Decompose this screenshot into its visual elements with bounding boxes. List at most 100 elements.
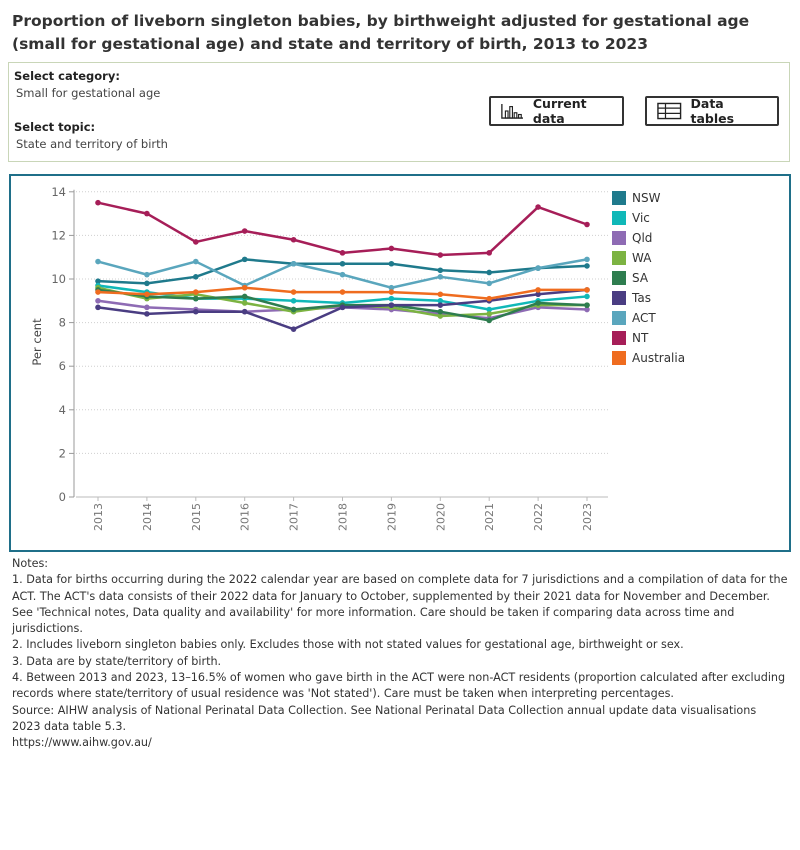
- data-point[interactable]: [241, 300, 248, 306]
- topic-select[interactable]: State and territory of birth: [16, 137, 168, 151]
- data-point[interactable]: [144, 210, 150, 217]
- data-point[interactable]: [193, 295, 199, 302]
- category-select[interactable]: Small for gestational age: [16, 86, 161, 100]
- data-point[interactable]: [388, 284, 395, 291]
- notes-heading: Notes:: [12, 557, 49, 570]
- data-point[interactable]: [486, 250, 493, 256]
- data-point[interactable]: [437, 298, 444, 304]
- data-point[interactable]: [290, 306, 297, 313]
- x-tick-label: 2018: [337, 503, 350, 531]
- x-tick-label: 2017: [288, 503, 301, 531]
- current-data-button[interactable]: Current data: [489, 96, 624, 126]
- data-point[interactable]: [584, 287, 590, 293]
- legend-item[interactable]: Tas: [612, 290, 651, 306]
- data-point[interactable]: [193, 274, 199, 280]
- data-point[interactable]: [486, 280, 493, 287]
- data-point[interactable]: [339, 304, 346, 311]
- data-point[interactable]: [290, 260, 297, 267]
- data-point[interactable]: [95, 289, 101, 295]
- data-point[interactable]: [535, 204, 541, 210]
- legend-item[interactable]: SA: [612, 270, 648, 286]
- y-tick-label: 0: [59, 490, 66, 504]
- data-point[interactable]: [144, 280, 150, 287]
- data-point[interactable]: [486, 306, 493, 313]
- data-point[interactable]: [584, 306, 590, 313]
- legend-item[interactable]: Vic: [612, 210, 650, 226]
- data-point[interactable]: [95, 258, 101, 265]
- data-tables-label: Data tables: [690, 96, 735, 126]
- data-point[interactable]: [388, 302, 395, 308]
- data-point[interactable]: [437, 313, 444, 319]
- data-point[interactable]: [95, 199, 101, 206]
- data-point[interactable]: [437, 302, 444, 308]
- data-point[interactable]: [339, 289, 346, 295]
- data-point[interactable]: [437, 291, 444, 298]
- data-point[interactable]: [486, 311, 493, 317]
- note-2: 2. Includes liveborn singleton babies on…: [12, 638, 684, 652]
- data-point[interactable]: [144, 304, 150, 311]
- legend-label: Tas: [632, 291, 651, 305]
- table-icon: [657, 102, 682, 120]
- data-point[interactable]: [535, 287, 541, 293]
- legend-item[interactable]: ACT: [612, 310, 656, 326]
- data-point[interactable]: [241, 293, 248, 300]
- data-point[interactable]: [290, 326, 297, 332]
- data-point[interactable]: [339, 250, 346, 256]
- data-point[interactable]: [144, 311, 150, 317]
- data-point[interactable]: [437, 267, 444, 274]
- data-point[interactable]: [241, 308, 248, 315]
- data-point[interactable]: [95, 298, 101, 304]
- data-tables-button[interactable]: Data tables: [645, 96, 779, 126]
- data-point[interactable]: [193, 289, 199, 295]
- source-url[interactable]: https://www.aihw.gov.au/: [12, 736, 152, 750]
- data-point[interactable]: [95, 278, 101, 284]
- data-point[interactable]: [241, 256, 248, 263]
- data-point[interactable]: [290, 289, 297, 295]
- data-point[interactable]: [584, 256, 590, 263]
- data-point[interactable]: [388, 289, 395, 295]
- note-4: 4. Between 2013 and 2023, 13–16.5% of wo…: [12, 671, 786, 701]
- legend-item[interactable]: Australia: [612, 350, 685, 366]
- data-point[interactable]: [241, 284, 248, 291]
- data-point[interactable]: [388, 245, 395, 252]
- data-point[interactable]: [584, 221, 590, 228]
- data-point[interactable]: [193, 308, 199, 315]
- series-australia: [95, 284, 590, 302]
- legend-item[interactable]: WA: [612, 250, 651, 266]
- current-data-label: Current data: [532, 96, 587, 126]
- legend-item[interactable]: Qld: [612, 230, 652, 246]
- data-point[interactable]: [486, 295, 493, 302]
- bar-chart-icon: [501, 103, 523, 119]
- data-point[interactable]: [584, 263, 590, 269]
- data-point[interactable]: [486, 269, 493, 276]
- y-tick-label: 6: [59, 359, 66, 373]
- data-point[interactable]: [193, 258, 199, 265]
- data-point[interactable]: [339, 271, 346, 278]
- x-tick-label: 2015: [190, 503, 203, 531]
- data-point[interactable]: [144, 291, 150, 298]
- data-point[interactable]: [437, 274, 444, 280]
- data-point[interactable]: [388, 295, 395, 302]
- data-point[interactable]: [437, 308, 444, 315]
- legend-item[interactable]: NSW: [612, 190, 660, 206]
- data-point[interactable]: [290, 298, 297, 304]
- data-point[interactable]: [584, 293, 590, 300]
- data-point[interactable]: [535, 291, 541, 298]
- legend-label: Australia: [632, 351, 686, 365]
- data-point[interactable]: [339, 260, 346, 267]
- data-point[interactable]: [193, 239, 199, 245]
- legend-label: SA: [632, 271, 649, 285]
- data-point[interactable]: [535, 300, 541, 306]
- data-point[interactable]: [290, 236, 297, 243]
- note-3: 3. Data are by state/territory of birth.: [12, 654, 222, 668]
- data-point[interactable]: [95, 304, 101, 311]
- data-point[interactable]: [437, 252, 444, 258]
- data-point[interactable]: [535, 265, 541, 271]
- data-point[interactable]: [388, 260, 395, 267]
- data-point[interactable]: [486, 317, 493, 324]
- data-point[interactable]: [584, 302, 590, 308]
- series-layer: [95, 199, 590, 332]
- data-point[interactable]: [144, 271, 150, 278]
- data-point[interactable]: [241, 228, 248, 234]
- legend-item[interactable]: NT: [612, 330, 648, 346]
